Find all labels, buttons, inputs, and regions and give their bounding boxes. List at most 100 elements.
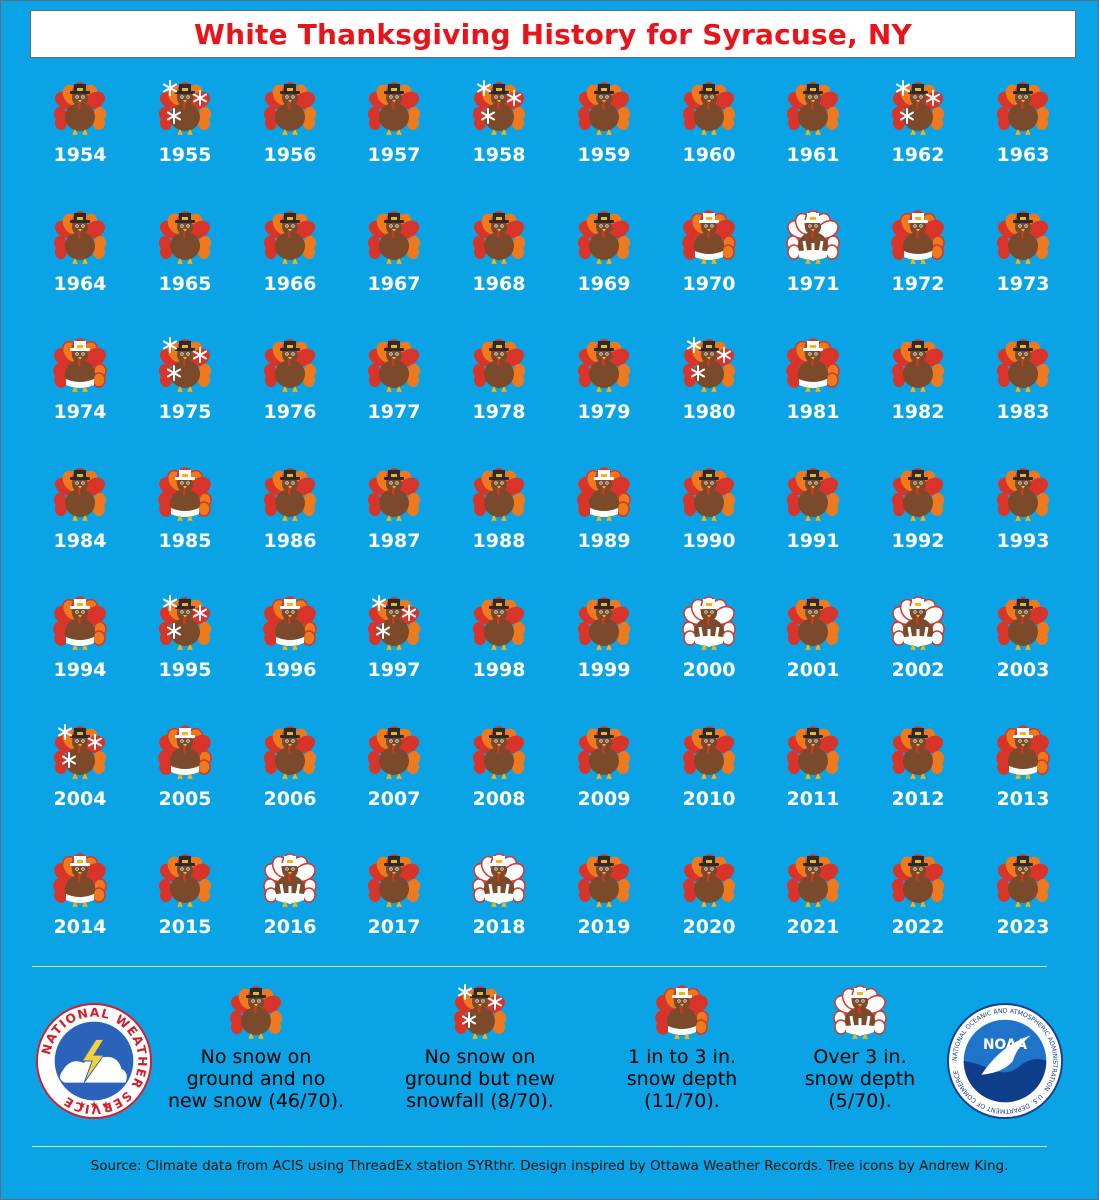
turkey-snowflakes-icon [683, 337, 735, 393]
year-label: 1965 [158, 273, 212, 295]
divider-bottom [32, 1146, 1047, 1147]
year-cell: 1956 [240, 76, 340, 186]
year-cell: 1987 [344, 462, 444, 572]
turkey-icon [473, 468, 525, 522]
year-label: 2000 [682, 659, 736, 681]
year-cell: 1961 [763, 76, 863, 186]
year-cell: 1994 [30, 591, 130, 701]
year-label: 1985 [158, 530, 212, 552]
chart-title: White Thanksgiving History for Syracuse,… [193, 17, 912, 51]
turkey-snowflakes-icon [159, 595, 211, 651]
year-label: 1960 [682, 144, 736, 166]
year-cell: 2007 [344, 720, 444, 830]
noaa-logo-text: NOAA [983, 1037, 1027, 1053]
year-cell: 2000 [659, 591, 759, 701]
turkey-icon [578, 597, 630, 651]
year-grid: 1954 1955 1956 1957 1958 1959 1960 1961 [30, 76, 1073, 958]
year-cell: 1962 [868, 76, 968, 186]
year-label: 1994 [53, 659, 107, 681]
year-cell: 1979 [554, 333, 654, 443]
year-label: 1990 [682, 530, 736, 552]
year-label: 1972 [891, 273, 945, 295]
turkey-icon [230, 986, 282, 1040]
turkey-heavy-snow-icon [472, 853, 526, 908]
year-label: 2008 [472, 788, 526, 810]
year-label: 2015 [158, 916, 212, 938]
year-cell: 1982 [868, 333, 968, 443]
year-cell: 2002 [868, 591, 968, 701]
year-cell: 2019 [554, 848, 654, 958]
turkey-heavy-snow-icon [263, 853, 317, 908]
year-cell: 1984 [30, 462, 130, 572]
turkey-snowflakes-icon [892, 80, 944, 136]
year-label: 1975 [158, 401, 212, 423]
year-cell: 2020 [659, 848, 759, 958]
year-cell: 1966 [240, 205, 340, 315]
year-cell: 2014 [30, 848, 130, 958]
year-cell: 1997 [344, 591, 444, 701]
year-cell: 2023 [973, 848, 1073, 958]
turkey-heavy-snow-icon [786, 210, 840, 265]
legend-item-depth-1-3: 1 in to 3 in. snow depth (11/70). [577, 980, 787, 1112]
turkey-icon [892, 726, 944, 780]
year-label: 1958 [472, 144, 526, 166]
turkey-icon [159, 854, 211, 908]
year-label: 2002 [891, 659, 945, 681]
noaa-logo: NOAA NATIONAL OCEANIC AND ATMOSPHERIC AD… [946, 1002, 1064, 1120]
turkey-icon [997, 468, 1049, 522]
turkey-icon [473, 597, 525, 651]
turkey-icon [683, 854, 735, 908]
year-cell: 2005 [135, 720, 235, 830]
turkey-icon [892, 854, 944, 908]
year-label: 1982 [891, 401, 945, 423]
year-cell: 2003 [973, 591, 1073, 701]
turkey-icon [578, 854, 630, 908]
year-label: 1993 [996, 530, 1050, 552]
svg-text:★ ★ ★: ★ ★ ★ [78, 1100, 111, 1111]
year-label: 2007 [367, 788, 421, 810]
turkey-light-snow-icon [682, 210, 736, 265]
year-cell: 1971 [763, 205, 863, 315]
year-cell: 1985 [135, 462, 235, 572]
year-label: 1977 [367, 401, 421, 423]
year-label: 1987 [367, 530, 421, 552]
turkey-icon [264, 211, 316, 265]
turkey-light-snow-icon [53, 596, 107, 651]
turkey-icon [54, 82, 106, 136]
year-cell: 1995 [135, 591, 235, 701]
turkey-icon [787, 597, 839, 651]
turkey-icon [368, 339, 420, 393]
nws-logo: NATIONAL WEATHER SERVICE ★ ★ ★ [35, 1002, 153, 1120]
turkey-icon [787, 82, 839, 136]
year-cell: 1980 [659, 333, 759, 443]
year-label: 1999 [577, 659, 631, 681]
turkey-snowflakes-icon [368, 595, 420, 651]
legend-item-depth-over-3: Over 3 in. snow depth (5/70). [755, 980, 965, 1112]
year-label: 2004 [53, 788, 107, 810]
turkey-snowflakes-icon [454, 984, 506, 1040]
turkey-icon [787, 726, 839, 780]
year-cell: 1989 [554, 462, 654, 572]
year-label: 1997 [367, 659, 421, 681]
turkey-icon [368, 854, 420, 908]
year-cell: 1991 [763, 462, 863, 572]
year-cell: 2001 [763, 591, 863, 701]
turkey-light-snow-icon [158, 467, 212, 522]
year-cell: 1990 [659, 462, 759, 572]
year-cell: 1993 [973, 462, 1073, 572]
year-label: 2012 [891, 788, 945, 810]
year-cell: 1996 [240, 591, 340, 701]
year-label: 2011 [786, 788, 840, 810]
year-label: 1970 [682, 273, 736, 295]
year-cell: 2018 [449, 848, 549, 958]
year-cell: 2015 [135, 848, 235, 958]
turkey-light-snow-icon [996, 725, 1050, 780]
year-cell: 2010 [659, 720, 759, 830]
turkey-icon [473, 211, 525, 265]
year-label: 2021 [786, 916, 840, 938]
year-cell: 1967 [344, 205, 444, 315]
turkey-icon [683, 82, 735, 136]
year-label: 1973 [996, 273, 1050, 295]
year-cell: 1955 [135, 76, 235, 186]
legend-label-depth-1-3: 1 in to 3 in. snow depth (11/70). [626, 1046, 738, 1112]
